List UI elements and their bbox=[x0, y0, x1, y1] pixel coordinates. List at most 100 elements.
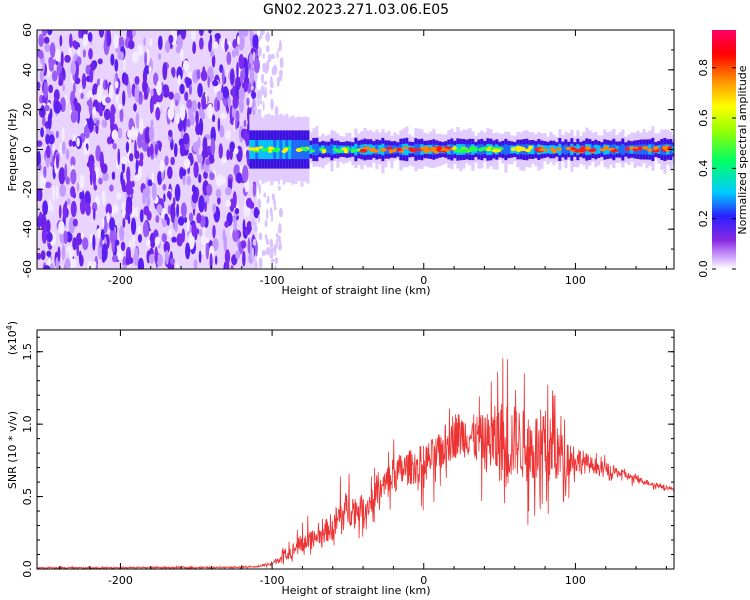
noise-speck-faint bbox=[263, 89, 268, 98]
noise-speck bbox=[100, 228, 105, 241]
noise-speck bbox=[37, 252, 42, 260]
snr-y-tick-label: 1.0 bbox=[21, 415, 34, 433]
noise-speck-faint bbox=[266, 198, 270, 204]
noise-speck bbox=[129, 153, 134, 162]
noise-speck bbox=[64, 163, 68, 181]
snr-x-tick-label: -100 bbox=[260, 574, 285, 587]
signal-core bbox=[291, 139, 295, 160]
noise-speck bbox=[80, 92, 84, 100]
noise-speck-faint bbox=[278, 39, 282, 51]
noise-speck bbox=[148, 66, 152, 73]
noise-speck bbox=[238, 33, 245, 51]
noise-speck bbox=[218, 143, 223, 159]
colorbar-tick-label: 0.6 bbox=[697, 109, 710, 127]
signal-peak bbox=[309, 149, 315, 153]
noise-speck bbox=[209, 50, 215, 58]
noise-speck bbox=[48, 56, 54, 72]
signal-peak bbox=[262, 148, 270, 152]
noise-speck bbox=[174, 183, 181, 202]
signal-peak bbox=[653, 146, 658, 151]
noise-speck-faint bbox=[265, 45, 270, 53]
noise-speck-faint bbox=[252, 238, 257, 246]
signal-core bbox=[279, 139, 283, 160]
noise-speck bbox=[68, 139, 73, 147]
noise-speck bbox=[190, 113, 195, 126]
noise-speck bbox=[96, 78, 101, 87]
noise-speck bbox=[245, 149, 250, 159]
noise-speck bbox=[110, 53, 115, 66]
signal-peak bbox=[359, 148, 368, 153]
signal-peak bbox=[624, 146, 630, 151]
colorbar-tick-label: 0.4 bbox=[697, 160, 710, 178]
signal-peak bbox=[452, 146, 457, 151]
signal-peak bbox=[486, 148, 491, 152]
colorbar-tick-label: 0.0 bbox=[697, 260, 710, 278]
signal-core bbox=[366, 144, 370, 155]
noise-speck bbox=[205, 241, 210, 260]
signal-peak bbox=[588, 148, 596, 153]
noise-speck bbox=[58, 204, 62, 219]
colorbar-gradient bbox=[712, 30, 736, 269]
signal-peak bbox=[524, 148, 531, 153]
noise-speck bbox=[135, 159, 139, 175]
noise-speck bbox=[132, 30, 136, 38]
noise-speck-faint bbox=[250, 208, 254, 214]
noise-speck bbox=[78, 250, 82, 263]
noise-speck bbox=[63, 230, 68, 245]
noise-speck bbox=[209, 252, 213, 269]
noise-speck bbox=[145, 238, 151, 248]
noise-speck bbox=[195, 110, 199, 125]
noise-speck bbox=[138, 117, 144, 135]
signal-peak bbox=[250, 147, 257, 151]
noise-speck bbox=[179, 168, 187, 177]
noise-speck-faint bbox=[265, 33, 268, 41]
noise-speck bbox=[42, 55, 45, 74]
noise-speck bbox=[62, 203, 68, 220]
noise-speck bbox=[99, 78, 103, 87]
noise-speck-faint bbox=[259, 100, 263, 105]
noise-speck bbox=[235, 250, 241, 260]
noise-speck bbox=[244, 82, 249, 90]
noise-speck bbox=[125, 202, 133, 215]
noise-speck bbox=[122, 217, 126, 228]
signal-core bbox=[387, 144, 391, 155]
signal-peak bbox=[632, 148, 639, 152]
signal-peak bbox=[423, 148, 431, 152]
noise-speck bbox=[246, 97, 250, 107]
noise-speck-faint bbox=[253, 72, 258, 82]
noise-speck bbox=[162, 84, 169, 93]
noise-speck bbox=[43, 166, 47, 178]
noise-speck bbox=[156, 80, 162, 96]
noise-speck bbox=[48, 84, 54, 94]
noise-speck bbox=[247, 106, 251, 124]
noise-speck-faint bbox=[274, 264, 277, 269]
noise-speck bbox=[242, 165, 249, 183]
noise-speck bbox=[192, 142, 198, 152]
colorbar-tick-label: 0.2 bbox=[697, 210, 710, 228]
signal-core bbox=[405, 143, 409, 156]
noise-speck-faint bbox=[267, 53, 272, 63]
noise-speck bbox=[87, 31, 93, 42]
noise-speck bbox=[200, 233, 206, 246]
noise-speck bbox=[86, 90, 94, 100]
noise-speck bbox=[177, 74, 182, 87]
noise-speck bbox=[240, 240, 247, 249]
noise-speck-faint bbox=[259, 89, 262, 101]
noise-speck bbox=[242, 219, 246, 235]
spectrogram-x-ticks: -200 -100 0 100 bbox=[59, 30, 667, 287]
snr-line bbox=[37, 358, 674, 569]
noise-speck bbox=[162, 62, 168, 81]
noise-speck-faint bbox=[257, 89, 260, 100]
colorbar-tick-label: 0.8 bbox=[697, 59, 710, 77]
noise-speck bbox=[197, 101, 201, 110]
noise-speck bbox=[92, 170, 97, 187]
noise-speck bbox=[54, 48, 61, 62]
noise-speck bbox=[70, 186, 76, 198]
noise-speck bbox=[99, 237, 103, 248]
noise-speck bbox=[247, 62, 252, 70]
signal-peak bbox=[379, 147, 387, 152]
noise-speck-faint bbox=[263, 192, 267, 198]
noise-speck bbox=[175, 45, 181, 54]
noise-speck-faint bbox=[269, 89, 273, 95]
noise-speck bbox=[155, 215, 160, 224]
